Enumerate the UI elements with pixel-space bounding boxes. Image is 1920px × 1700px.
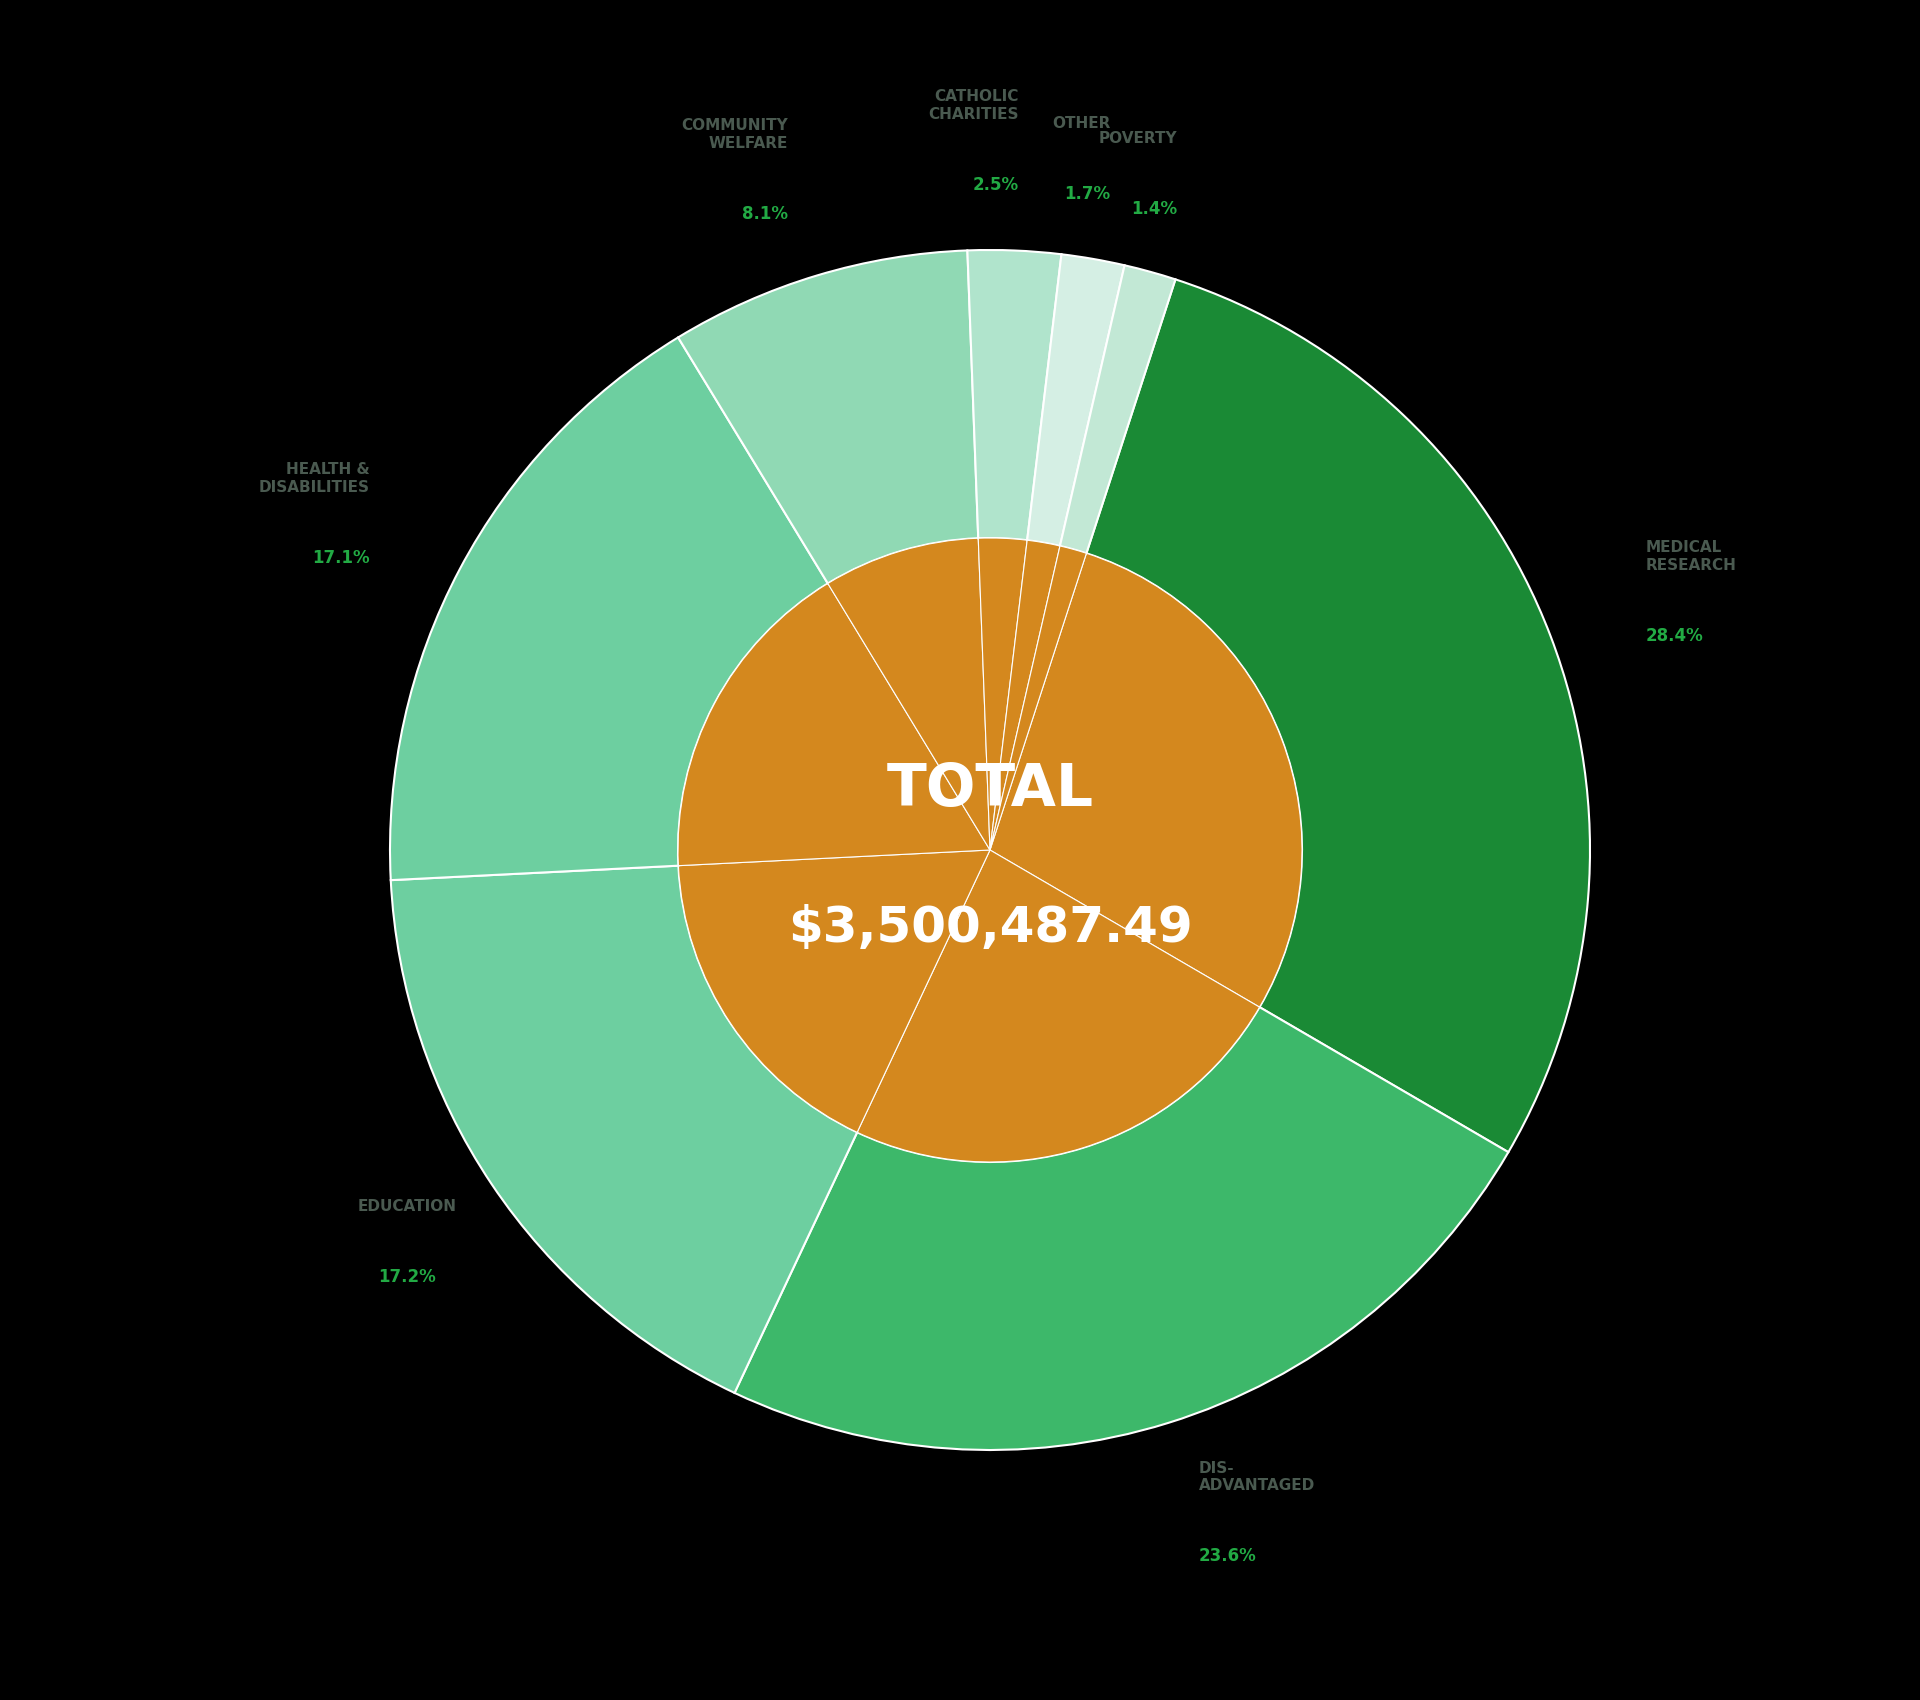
Text: $3,500,487.49: $3,500,487.49 <box>787 904 1192 952</box>
Text: TOTAL: TOTAL <box>887 762 1094 818</box>
Wedge shape <box>1060 265 1175 552</box>
Wedge shape <box>991 541 1060 850</box>
Text: 23.6%: 23.6% <box>1198 1547 1256 1566</box>
Wedge shape <box>828 539 991 850</box>
Text: HEALTH &
DISABILITIES: HEALTH & DISABILITIES <box>259 462 369 495</box>
Text: COMMUNITY
WELFARE: COMMUNITY WELFARE <box>682 119 787 151</box>
Wedge shape <box>390 337 828 881</box>
Text: 28.4%: 28.4% <box>1645 627 1703 644</box>
Wedge shape <box>392 865 856 1392</box>
Text: 8.1%: 8.1% <box>741 204 787 223</box>
Text: 17.2%: 17.2% <box>378 1268 436 1285</box>
Text: POVERTY: POVERTY <box>1098 131 1177 146</box>
Wedge shape <box>856 850 1260 1163</box>
Wedge shape <box>678 850 991 1132</box>
Text: DIS-
ADVANTAGED: DIS- ADVANTAGED <box>1198 1460 1315 1493</box>
Wedge shape <box>979 537 1027 850</box>
Wedge shape <box>678 583 991 865</box>
Text: 1.4%: 1.4% <box>1131 201 1177 219</box>
Text: EDUCATION: EDUCATION <box>357 1198 457 1214</box>
Wedge shape <box>1087 279 1590 1153</box>
Wedge shape <box>968 250 1062 541</box>
Wedge shape <box>991 546 1087 850</box>
Wedge shape <box>678 250 979 583</box>
Wedge shape <box>1027 255 1125 546</box>
Wedge shape <box>735 1006 1509 1450</box>
Text: OTHER: OTHER <box>1052 117 1110 131</box>
Text: 2.5%: 2.5% <box>973 175 1020 194</box>
Text: CATHOLIC
CHARITIES: CATHOLIC CHARITIES <box>927 88 1020 122</box>
Wedge shape <box>991 552 1302 1006</box>
Text: MEDICAL
RESEARCH: MEDICAL RESEARCH <box>1645 541 1738 573</box>
Text: 1.7%: 1.7% <box>1064 185 1110 204</box>
Text: 17.1%: 17.1% <box>311 549 369 566</box>
